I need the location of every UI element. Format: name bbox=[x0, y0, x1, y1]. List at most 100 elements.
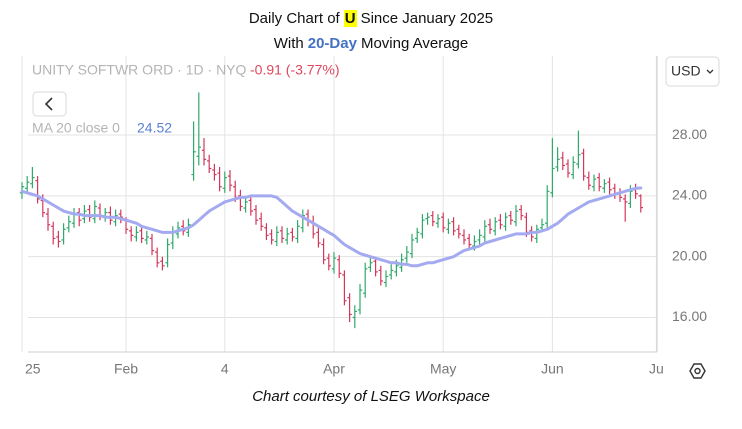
currency: USD bbox=[671, 63, 701, 79]
ohlc-bar bbox=[30, 166, 35, 189]
ohlc-bar bbox=[571, 156, 576, 180]
instrument: UNITY SOFTWR ORD · 1D · NYQ bbox=[32, 62, 247, 78]
x-tick-label: Ju bbox=[649, 361, 664, 377]
x-tick-label: 4 bbox=[221, 361, 229, 377]
ohlc-bar bbox=[274, 226, 279, 247]
ohlc-bar bbox=[591, 174, 597, 192]
ohlc-bar bbox=[337, 255, 342, 278]
ohlc-bar bbox=[597, 173, 602, 192]
ohlc-bar bbox=[602, 179, 607, 193]
ohlc-bar bbox=[264, 223, 269, 240]
ohlc-bar bbox=[118, 209, 123, 224]
ohlc-bar bbox=[363, 262, 368, 298]
ohlc-bar bbox=[623, 194, 628, 222]
ohlc-bar bbox=[586, 171, 591, 190]
ohlc-bar bbox=[347, 293, 352, 323]
subtitle-suffix: Moving Average bbox=[360, 35, 469, 52]
ohlc-bar bbox=[321, 238, 326, 265]
ohlc-bar bbox=[139, 226, 144, 243]
ohlc-bar bbox=[617, 188, 623, 202]
ohlc-bar bbox=[456, 224, 461, 239]
title-suffix: Since January 2025 bbox=[360, 10, 494, 27]
ohlc-bar bbox=[259, 212, 264, 231]
ohlc-bar bbox=[129, 226, 134, 242]
ohlc-bar bbox=[56, 230, 61, 248]
title-prefix: Daily Chart of bbox=[248, 10, 340, 27]
ohlc-bar bbox=[134, 226, 139, 242]
ohlc-bar bbox=[503, 212, 508, 231]
ohlc-bar bbox=[311, 215, 316, 239]
ohlc-bar bbox=[285, 227, 290, 245]
ohlc-bar bbox=[441, 212, 446, 233]
ohlc-bar bbox=[103, 208, 108, 222]
ohlc-bar bbox=[77, 208, 82, 227]
ohlc-bar bbox=[446, 218, 451, 234]
ohlc-bar bbox=[87, 204, 92, 222]
ohlc-bar bbox=[316, 227, 321, 248]
ohlc-bar bbox=[35, 176, 40, 204]
ohlc-bar bbox=[207, 154, 212, 174]
ohlc-bar bbox=[493, 217, 498, 236]
ohlc-bar bbox=[607, 177, 612, 195]
ohlc-bar bbox=[545, 185, 550, 228]
ohlc-bar bbox=[352, 305, 357, 329]
ohlc-bar bbox=[461, 229, 467, 245]
ohlc-bar bbox=[373, 256, 378, 277]
back-button[interactable] bbox=[32, 91, 67, 117]
settings-icon bbox=[694, 367, 701, 375]
ohlc-bar bbox=[451, 217, 456, 236]
moving-average-line bbox=[20, 186, 643, 268]
ohlc-bar bbox=[357, 284, 363, 315]
ohlc-bar bbox=[487, 218, 493, 234]
ohlc-bar bbox=[565, 159, 571, 178]
x-tick-label: 25 bbox=[25, 361, 41, 377]
price-change: -0.91 (-3.77%) bbox=[250, 62, 339, 78]
ohlc-bar bbox=[498, 214, 503, 230]
x-tick-label: May bbox=[430, 361, 456, 377]
back-icon bbox=[44, 97, 53, 111]
y-tick-label: 28.00 bbox=[672, 126, 707, 142]
ohlc-bar bbox=[415, 227, 420, 243]
ohlc-bar bbox=[253, 204, 259, 225]
x-tick-label: Apr bbox=[323, 361, 345, 377]
ohlc-bar bbox=[61, 223, 66, 245]
ohlc-bar bbox=[201, 138, 207, 166]
ohlc-bar bbox=[290, 227, 295, 242]
ohlc-bar bbox=[248, 195, 253, 216]
ohlc-bar bbox=[279, 226, 285, 243]
ohlc-bar bbox=[217, 166, 222, 192]
ohlc-bar bbox=[326, 253, 331, 271]
chart-title: Daily Chart of U Since January 2025 bbox=[0, 10, 742, 27]
ohlc-bar bbox=[155, 247, 160, 268]
ohlc-bar bbox=[222, 171, 227, 193]
ohlc-bar bbox=[238, 189, 243, 212]
ohlc-bar bbox=[45, 208, 51, 231]
ohlc-bar bbox=[612, 183, 617, 199]
ohlc-bar bbox=[144, 230, 149, 245]
footer: Chart courtesy of LSEG Workspace bbox=[252, 388, 490, 405]
ohlc-bar bbox=[170, 226, 175, 250]
x-tick-label: Feb bbox=[114, 361, 138, 377]
ohlc-bar bbox=[550, 138, 555, 198]
ohlc-bar bbox=[555, 147, 560, 172]
ohlc-bar bbox=[383, 270, 389, 288]
ohlc-bar bbox=[477, 229, 482, 245]
currency-button[interactable] bbox=[665, 56, 720, 87]
settings-button[interactable] bbox=[689, 363, 706, 379]
ohlc-bar bbox=[508, 211, 513, 225]
ohlc-bar bbox=[191, 121, 196, 181]
x-tick-label: Jun bbox=[541, 361, 564, 377]
ohlc-bar bbox=[467, 233, 472, 250]
ohlc-bar bbox=[581, 148, 586, 181]
y-tick-label: 24.00 bbox=[672, 187, 707, 203]
ohlc-bar bbox=[513, 204, 519, 227]
legend-value: 24.52 bbox=[137, 120, 172, 136]
currency-chevron bbox=[706, 69, 714, 74]
ohlc-bar bbox=[519, 204, 524, 221]
ohlc-bar bbox=[342, 270, 347, 306]
ohlc-bar bbox=[108, 206, 113, 225]
ohlc-bar bbox=[51, 221, 56, 245]
ohlc-bar bbox=[409, 233, 415, 259]
